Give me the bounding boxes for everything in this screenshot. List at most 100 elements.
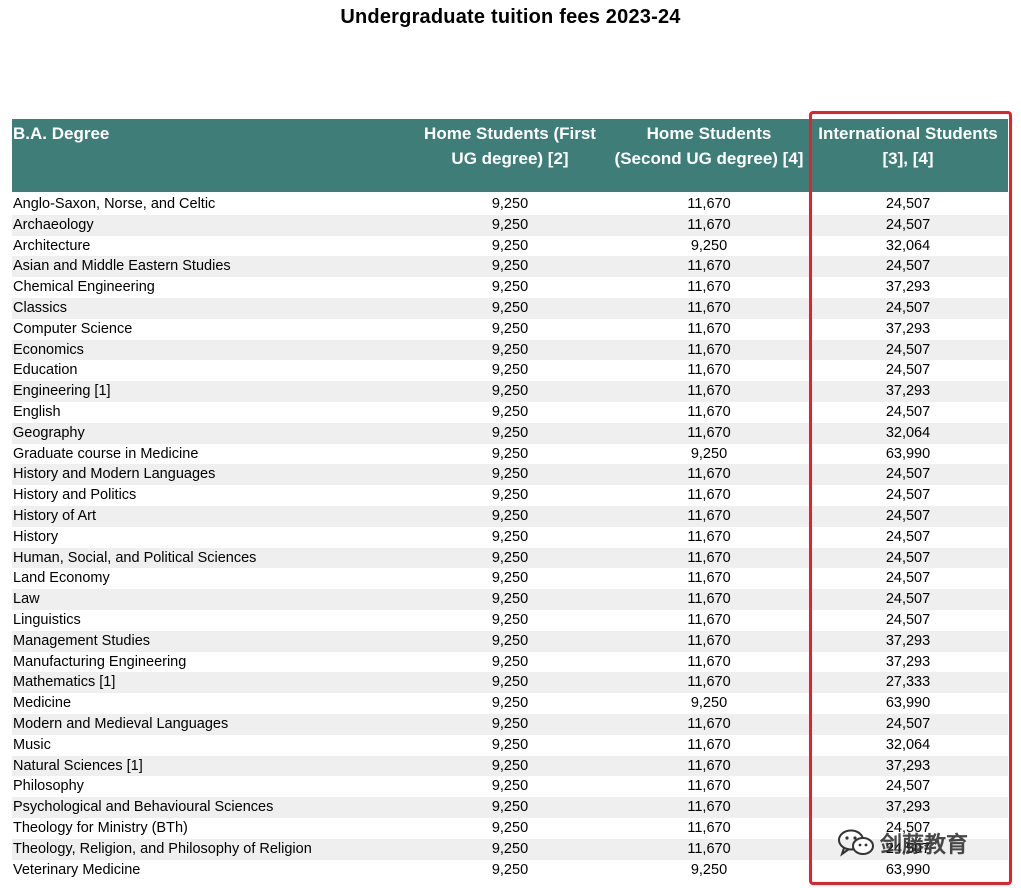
cell-home-first: 9,250 [491,320,529,337]
cell-home-second: 11,670 [687,778,731,795]
cell-home-first: 9,250 [410,797,610,818]
cell-international: 37,293 [885,279,931,296]
cell-degree: Veterinary Medicine [13,861,141,878]
table-row: Chemical Engineering 9,250 11,670 37,293 [12,277,1008,298]
table-row: Theology for Ministry (BTh) 9,250 11,670 24… [12,818,1008,839]
tuition-fees-table: B.A. Degree Home Students (First UG degr… [12,119,1008,880]
table-body: Anglo-Saxon, Norse, and Celtic 9,250 11,67… [12,192,1008,880]
cell-home-second: 11,670 [610,755,808,777]
table-row: History of Art 9,250 11,670 24,507 [12,505,1008,527]
cell-home-second: 11,670 [610,422,808,444]
cell-degree: Land Economy [13,570,110,587]
cell-degree: Engineering [1] [12,381,410,402]
table-row: History 9,250 11,670 24,507 [12,527,1008,548]
cell-international: 37,293 [808,797,1008,818]
cell-home-first: 9,250 [491,570,529,587]
cell-international: 37,293 [808,381,1008,402]
table-row: Theology, Religion, and Philosophy of Re… [12,838,1008,860]
cell-degree: Education [13,362,78,379]
table-row: Medicine 9,250 9,250 63,990 [12,693,1008,714]
cell-home-second: 11,670 [610,381,808,402]
cell-home-second: 11,670 [610,630,808,652]
cell-home-second: 11,670 [610,589,808,610]
table-row: Education 9,250 11,670 24,507 [12,360,1008,381]
table-row: Veterinary Medicine 9,250 9,250 63,990 [12,860,1008,881]
cell-international: 32,064 [808,422,1008,444]
page-title: Undergraduate tuition fees 2023-24 [340,6,681,28]
cell-home-second: 11,670 [610,505,808,527]
cell-degree: Management Studies [12,630,410,652]
cell-home-first: 9,250 [410,339,610,361]
table-row: Architecture 9,250 9,250 32,064 [12,236,1008,257]
cell-degree: English [13,403,61,420]
wechat-icon [836,828,876,858]
cell-home-second: 11,670 [687,528,731,545]
cell-international: 24,507 [885,819,931,836]
cell-international: 24,507 [885,611,931,628]
cell-degree: History [13,528,59,545]
cell-international: 63,990 [885,445,931,462]
cell-home-second: 9,250 [690,445,728,462]
table-row: Manufacturing Engineering 9,250 11,670 37,2… [12,652,1008,673]
cell-home-first: 9,250 [410,505,610,527]
cell-international: 24,507 [808,256,1008,278]
cell-home-first: 9,250 [491,237,529,254]
cell-degree: Asian and Middle Eastern Studies [12,256,410,278]
table-row: English 9,250 11,670 24,507 [12,402,1008,423]
cell-degree: Modern and Medieval Languages [12,713,410,735]
cell-home-first: 9,250 [410,381,610,402]
cell-home-second: 9,250 [690,861,728,878]
cell-home-first: 9,250 [410,755,610,777]
cell-degree: Linguistics [13,611,81,628]
cell-international: 37,293 [808,755,1008,777]
cell-home-second: 9,250 [690,695,728,712]
cell-degree: Natural Sciences [1] [12,755,410,777]
cell-degree: Economics [12,339,410,361]
table-row: Psychological and Behavioural Sciences 9,… [12,797,1008,818]
cell-international: 24,507 [808,214,1008,236]
cell-home-first: 9,250 [491,611,529,628]
cell-degree: History of Art [12,505,410,527]
cell-international: 37,293 [808,630,1008,652]
cell-international: 24,507 [885,528,931,545]
cell-home-second: 11,670 [610,797,808,818]
cell-home-second: 11,670 [610,547,808,569]
table-row: Geography 9,250 11,670 32,064 [12,422,1008,444]
cell-degree: Music [13,736,51,753]
cell-degree: Human, Social, and Political Sciences [12,547,410,569]
header-degree: B.A. Degree [12,119,410,192]
cell-international: 24,507 [808,713,1008,735]
cell-international: 63,990 [885,861,931,878]
cell-home-first: 9,250 [410,297,610,319]
cell-home-first: 9,250 [491,487,529,504]
table-row: Economics 9,250 11,670 24,507 [12,339,1008,361]
table-row: Philosophy 9,250 11,670 24,507 [12,776,1008,797]
cell-international: 24,507 [808,464,1008,486]
cell-home-second: 11,670 [610,672,808,694]
cell-home-second: 11,670 [687,487,731,504]
header-home-second: Home Students (Second UG degree) [4] [610,119,808,192]
cell-degree: Computer Science [13,320,133,337]
cell-degree: Graduate course in Medicine [13,445,199,462]
cell-international: 32,064 [885,237,931,254]
table-header-row: B.A. Degree Home Students (First UG degr… [12,119,1008,192]
cell-international: 24,507 [808,505,1008,527]
watermark-text: 剑藤教育 [880,833,969,858]
cell-home-first: 9,250 [410,713,610,735]
cell-degree: Psychological and Behavioural Sciences [12,797,410,818]
cell-international: 24,507 [885,196,931,212]
cell-degree: Philosophy [13,778,84,795]
table-row: History and Politics 9,250 11,670 24,507 [12,485,1008,506]
cell-degree: Mathematics [1] [12,672,410,694]
table-row: Classics 9,250 11,670 24,507 [12,297,1008,319]
cell-degree: Manufacturing Engineering [13,653,187,670]
cell-international: 24,507 [808,589,1008,610]
cell-home-first: 9,250 [491,445,529,462]
cell-home-first: 9,250 [491,695,529,712]
cell-international: 24,507 [885,403,931,420]
header-international: International Students [3], [4] [808,119,1008,192]
cell-home-second: 11,670 [610,464,808,486]
cell-home-first: 9,250 [410,589,610,610]
cell-home-first: 9,250 [410,838,610,860]
table-row: Anglo-Saxon, Norse, and Celtic 9,250 11,67… [12,192,1008,215]
